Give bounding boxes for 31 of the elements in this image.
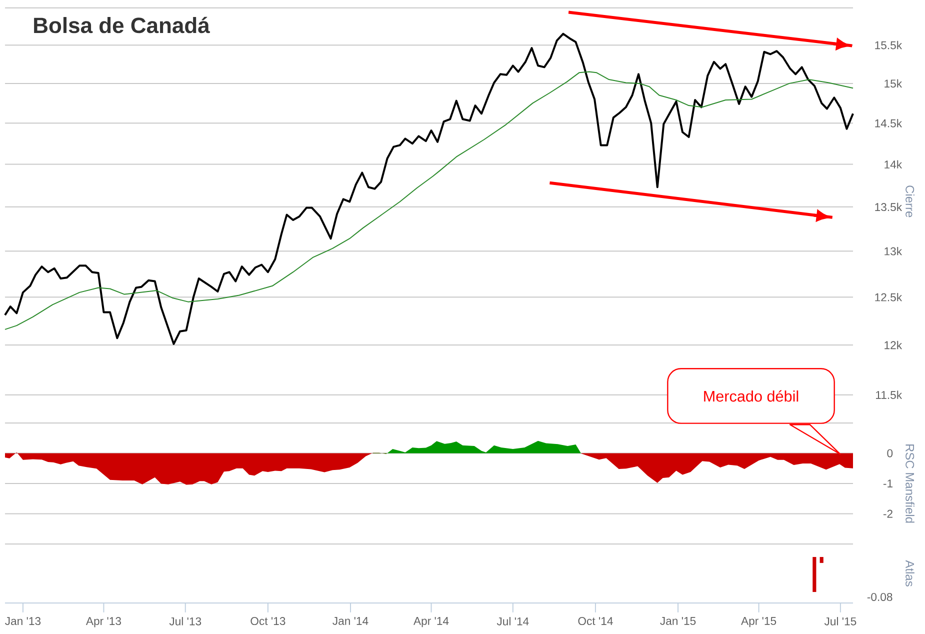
y-axis-title: Cierre — [906, 186, 914, 218]
y-tick-label: 15k — [884, 79, 902, 88]
x-tick-label: Jan '15 — [660, 617, 696, 625]
y-tick-label: 13.5k — [875, 202, 902, 212]
y-axis-title: Atlas — [906, 560, 914, 586]
y-tick-label: -2 — [883, 510, 892, 518]
text: -0.08 — [867, 592, 892, 601]
y-tick-label: 15.5k — [875, 40, 902, 50]
x-tick-label: Oct '14 — [578, 617, 613, 626]
x-tick-label: Apr '15 — [741, 617, 776, 628]
y-tick-label: 14k — [884, 160, 902, 168]
y-tick-label: 12k — [884, 340, 902, 350]
y-tick-label: 13k — [884, 246, 902, 256]
x-tick-label: Jul '15 — [824, 617, 856, 626]
y-tick-label: 14.5k — [875, 118, 902, 128]
x-tick-label: Jul '13 — [169, 617, 202, 626]
y-axis-title: RSC Mansfield — [906, 444, 914, 523]
x-tick-label: Jan '14 — [332, 617, 368, 625]
y-tick-label: 12.5k — [875, 292, 902, 302]
annotation: Mercado débil — [704, 390, 798, 402]
x-tick-label: Oct '13 — [250, 617, 286, 626]
line-series — [4, 71, 854, 330]
y-tick-label: -1 — [883, 480, 892, 488]
x-tick-label: Jan '13 — [5, 617, 41, 626]
x-tick-label: Jul '14 — [496, 617, 529, 626]
line-series — [4, 32, 854, 345]
x-tick-label: Apr '14 — [413, 617, 449, 628]
x-tick-label: Apr '13 — [86, 617, 121, 628]
y-tick-label: 0 — [887, 449, 893, 458]
chart-title: Bolsa de Canadá — [34, 16, 210, 34]
y-tick-label: 11.5k — [876, 390, 902, 399]
